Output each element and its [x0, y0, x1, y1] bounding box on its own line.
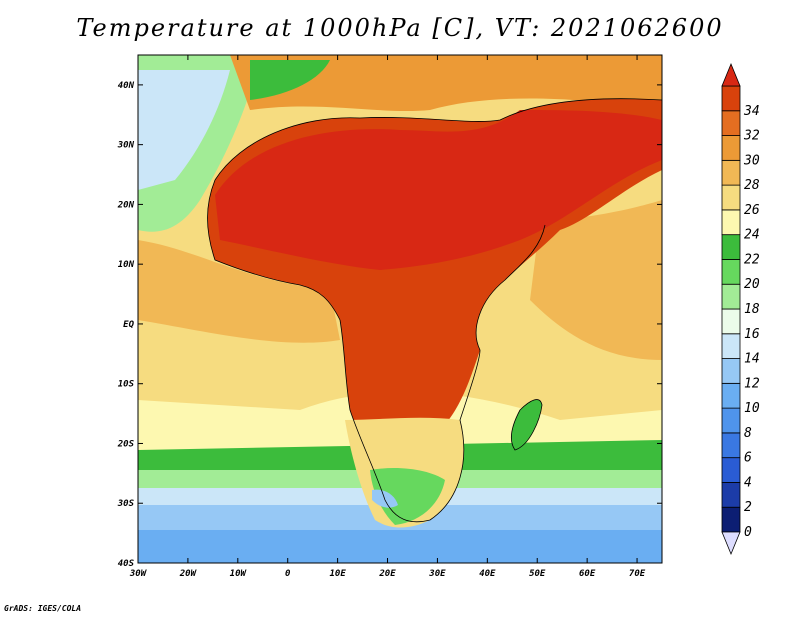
- colorbar-box: [721, 110, 741, 136]
- band-atlantic-cold: [138, 70, 230, 190]
- madagascar-coast: [510, 399, 543, 451]
- band-iberia-green: [250, 60, 330, 100]
- lat-tick-label: 40N: [118, 81, 135, 91]
- colorbar-top-triangle: [721, 62, 741, 87]
- colorbar-label: 28: [744, 178, 760, 193]
- colorbar-label: 8: [744, 426, 752, 441]
- lon-tick-label: 10W: [230, 569, 248, 579]
- colorbar-label: 24: [744, 228, 760, 243]
- lat-tick-label: 40S: [118, 559, 135, 569]
- lon-tick-label: 60E: [579, 569, 596, 579]
- band-arabian-sea: [530, 200, 662, 360]
- colorbar-box: [721, 184, 741, 211]
- lon-tick-label: 40E: [479, 569, 496, 579]
- colorbar-box: [721, 457, 741, 483]
- colorbar-label: 30: [743, 153, 760, 168]
- west-south-coast: [207, 179, 546, 523]
- colorbar-label: 10: [744, 401, 760, 416]
- colorbar-bottom-triangle: [721, 531, 741, 556]
- land-south-green: [370, 468, 445, 525]
- land-sahara-hottest: [215, 110, 662, 270]
- lat-tick-label: 20N: [117, 200, 135, 210]
- colorbar-label: 16: [744, 327, 760, 342]
- lat-tick-label: 10N: [118, 260, 135, 270]
- lon-tick-label: 70E: [629, 569, 646, 579]
- colorbar-box: [721, 358, 741, 384]
- colorbar-box: [721, 482, 741, 508]
- band-europe: [230, 55, 662, 112]
- colorbar-label: 12: [744, 376, 760, 391]
- lon-tick-label: 0: [285, 569, 291, 579]
- lon-tick-label: 20W: [179, 569, 198, 579]
- band-atlantic-warm: [138, 240, 340, 343]
- lat-tick-label: 20S: [117, 439, 135, 449]
- colorbar-label: 6: [744, 451, 752, 466]
- lat-tick-label: 10S: [118, 380, 135, 390]
- colorbar-box: [721, 432, 741, 459]
- lon-tick-label: 30W: [129, 569, 148, 579]
- colorbar-label: 14: [744, 352, 760, 367]
- colorbar-box: [721, 283, 741, 310]
- colorbar-label: 26: [744, 203, 760, 218]
- lon-tick-label: 50E: [529, 569, 546, 579]
- colorbar-label: 32: [743, 129, 760, 144]
- colorbar-label: 20: [744, 277, 760, 292]
- lon-tick-label: 10E: [329, 569, 346, 579]
- colorbar-box: [721, 85, 741, 112]
- colorbar-box: [721, 209, 741, 236]
- colorbar-box: [721, 382, 741, 409]
- grads-credit: GrADS: IGES/COLA: [4, 604, 82, 613]
- map-title: Temperature at 1000hPa [C], VT: 20210626…: [76, 14, 724, 42]
- colorbar-label: 0: [744, 525, 752, 540]
- lon-tick-label: 30E: [428, 569, 446, 579]
- colorbar-box: [721, 234, 741, 260]
- lat-tick-label: EQ: [123, 320, 134, 330]
- lon-tick-label: 20E: [378, 569, 396, 579]
- north-coast: [214, 98, 663, 181]
- colorbar-label: 34: [743, 104, 760, 119]
- colorbar-box: [721, 159, 741, 186]
- colorbar-box: [721, 506, 741, 533]
- land-cape-cool: [372, 489, 398, 508]
- plot-frame: [137, 54, 663, 564]
- colorbar-label: 4: [744, 475, 752, 490]
- lat-tick-label: 30N: [117, 141, 135, 151]
- lat-tick-label: 30S: [117, 499, 135, 509]
- colorbar-box: [721, 407, 741, 434]
- colorbar-box: [721, 135, 741, 161]
- colorbar-box: [721, 259, 741, 285]
- colorbar-box: [721, 333, 741, 359]
- coastlines: [207, 98, 663, 523]
- band-blue-south: [138, 530, 662, 563]
- temperature-field: [138, 55, 662, 563]
- colorbar-label: 18: [744, 302, 760, 317]
- colorbar-label: 2: [744, 500, 752, 515]
- colorbar-label: 22: [744, 252, 760, 267]
- colorbar-box: [721, 308, 741, 335]
